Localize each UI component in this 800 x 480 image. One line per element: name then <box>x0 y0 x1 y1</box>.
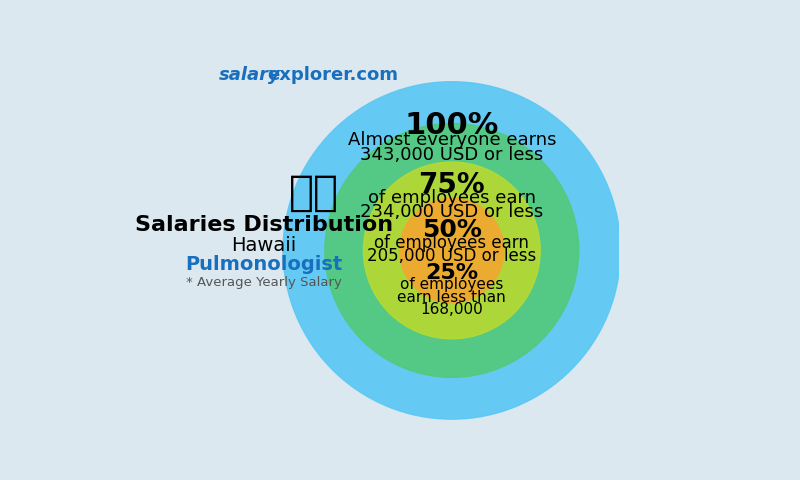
Text: 100%: 100% <box>405 111 499 140</box>
Circle shape <box>363 162 540 339</box>
Text: Almost everyone earns: Almost everyone earns <box>347 132 556 149</box>
Text: salary: salary <box>218 66 281 84</box>
Text: Salaries Distribution: Salaries Distribution <box>134 215 393 235</box>
Text: 🇺🇸: 🇺🇸 <box>289 171 338 214</box>
Text: * Average Yearly Salary: * Average Yearly Salary <box>186 276 342 289</box>
Text: 168,000: 168,000 <box>421 301 483 317</box>
Text: 205,000 USD or less: 205,000 USD or less <box>367 247 537 265</box>
Text: earn less than: earn less than <box>398 289 506 304</box>
Text: 50%: 50% <box>422 218 482 242</box>
Text: of employees: of employees <box>400 277 503 292</box>
Text: 234,000 USD or less: 234,000 USD or less <box>360 203 543 221</box>
Circle shape <box>283 82 621 419</box>
Circle shape <box>325 123 578 377</box>
Text: of employees earn: of employees earn <box>368 189 536 207</box>
Text: 343,000 USD or less: 343,000 USD or less <box>360 146 543 164</box>
Text: explorer.com: explorer.com <box>267 66 398 84</box>
Circle shape <box>399 198 504 303</box>
Text: Hawaii: Hawaii <box>231 236 296 255</box>
Text: 25%: 25% <box>426 263 478 283</box>
Text: of employees earn: of employees earn <box>374 234 530 252</box>
Text: 75%: 75% <box>418 170 485 199</box>
Text: Pulmonologist: Pulmonologist <box>185 255 342 275</box>
